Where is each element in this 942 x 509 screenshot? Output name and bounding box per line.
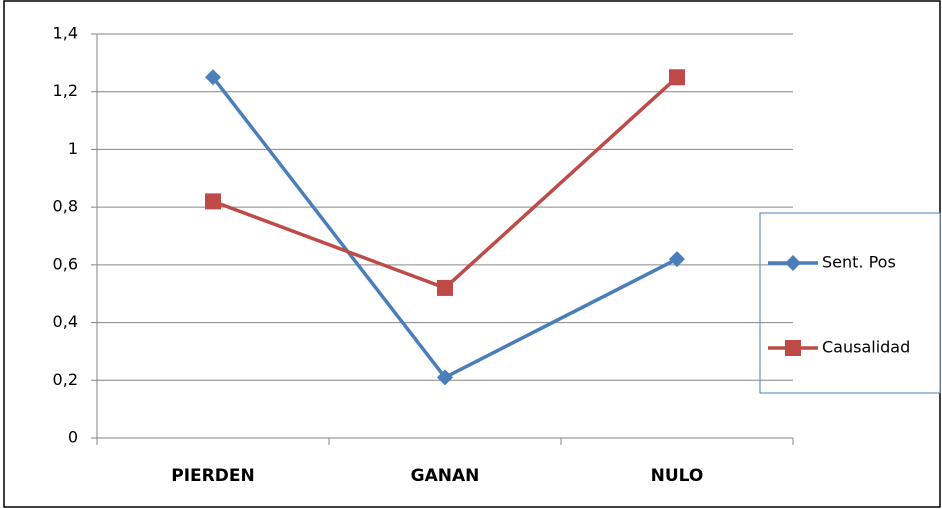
data-point	[437, 279, 453, 296]
y-tick-label: 0,6	[53, 254, 78, 273]
data-point	[205, 193, 221, 210]
legend-box	[759, 212, 941, 394]
x-tick-label: PIERDEN	[171, 466, 254, 486]
legend-label: Causalidad	[822, 338, 910, 357]
data-point	[669, 69, 685, 86]
data-point	[205, 69, 221, 86]
y-tick-label: 0,4	[53, 312, 78, 331]
y-tick-label: 1,4	[53, 24, 78, 43]
legend-marker	[785, 340, 801, 356]
y-tick-label: 0	[68, 428, 78, 447]
y-tick-label: 0,2	[53, 370, 78, 389]
data-point	[437, 369, 453, 386]
legend-label: Sent. Pos	[822, 253, 896, 272]
x-tick-label: NULO	[651, 466, 704, 486]
legend-marker	[785, 255, 801, 271]
y-tick-label: 1,2	[53, 81, 78, 100]
y-tick-label: 1	[68, 139, 78, 158]
x-tick-label: GANAN	[411, 466, 480, 486]
data-point	[669, 251, 685, 268]
y-tick-label: 0,8	[53, 197, 78, 216]
